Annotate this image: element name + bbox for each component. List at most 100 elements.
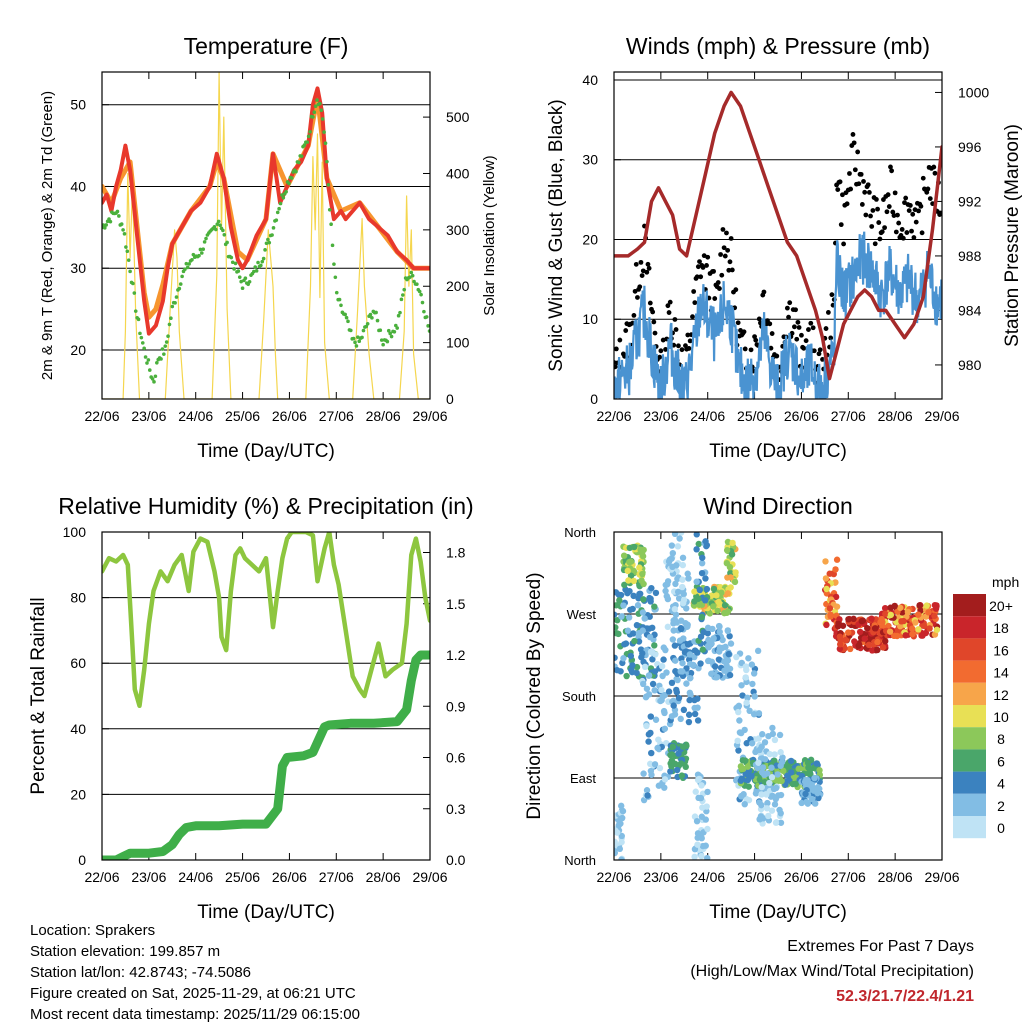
dewpoint-point <box>402 287 407 292</box>
direction-point <box>699 646 707 653</box>
gust-point <box>623 328 629 333</box>
plot-border <box>613 531 943 861</box>
direction-point <box>697 794 705 802</box>
dewpoint-point <box>280 193 284 197</box>
gust-point <box>902 200 907 206</box>
gust-point <box>888 164 893 170</box>
direction-point <box>754 764 761 772</box>
direction-point <box>668 679 676 687</box>
direction-point <box>648 584 655 592</box>
gust-point <box>859 202 865 207</box>
direction-point <box>882 610 889 618</box>
direction-point <box>626 544 633 552</box>
gust-point <box>741 329 747 335</box>
gust-point <box>756 316 762 322</box>
y-tick-label: 80 <box>70 590 86 606</box>
dewpoint-point <box>108 219 113 224</box>
dewpoint-point <box>214 227 218 232</box>
direction-point <box>795 765 802 772</box>
direction-point <box>640 770 647 777</box>
direction-point <box>739 692 746 699</box>
dewpoint-point <box>313 104 318 108</box>
direction-point <box>758 791 765 798</box>
dewpoint-point <box>218 223 222 228</box>
direction-point <box>686 689 694 696</box>
gust-point <box>899 227 905 232</box>
gust-point <box>793 307 798 313</box>
pressure-line <box>614 90 942 381</box>
direction-point <box>635 629 643 637</box>
y-tick-label: 10 <box>582 311 598 327</box>
direction-point <box>735 708 742 716</box>
legend-title: mph <box>992 574 1019 590</box>
gust-point <box>799 332 804 338</box>
direction-point <box>708 640 715 647</box>
direction-point <box>630 592 637 600</box>
direction-point <box>679 668 686 675</box>
direction-point <box>686 675 694 682</box>
direction-point <box>859 617 867 624</box>
direction-tick-label: North <box>564 525 596 540</box>
direction-point <box>660 656 667 663</box>
direction-point <box>850 615 857 623</box>
winds-ylabel: Sonic Wind & Gust (Blue, Black) <box>546 99 567 371</box>
gust-point <box>938 210 942 216</box>
direction-point <box>648 749 655 757</box>
direction-point <box>723 560 731 567</box>
gust-point <box>874 197 879 202</box>
direction-point <box>885 622 892 630</box>
direction-point <box>766 750 774 758</box>
gust-point <box>913 219 919 225</box>
gust-point <box>633 261 639 267</box>
direction-point <box>639 680 647 688</box>
dewpoint-point <box>142 346 146 351</box>
dewpoint-point <box>353 340 357 345</box>
gust-point <box>927 196 933 202</box>
direction-point <box>638 577 645 584</box>
y-tick-label-right: 984 <box>958 302 982 318</box>
legend-label: 0 <box>997 820 1005 836</box>
direction-point <box>732 569 739 576</box>
gust-point <box>794 336 800 342</box>
direction-point <box>808 795 816 803</box>
x-tick-label: 25/06 <box>737 869 772 885</box>
y-tick-label: 30 <box>582 152 598 168</box>
direction-point <box>727 640 735 647</box>
winds-ylabel-right: Station Pressure (Maroon) <box>1002 124 1023 347</box>
direction-point <box>735 747 742 754</box>
gust-point <box>840 192 845 198</box>
gust-point <box>617 337 623 343</box>
dewpoint-point <box>136 317 141 322</box>
x-tick-label: 26/06 <box>784 869 819 885</box>
direction-point <box>698 813 706 820</box>
direction-point <box>679 576 686 583</box>
dewpoint-point <box>230 260 235 265</box>
dewpoint-point <box>424 315 429 319</box>
direction-point <box>641 615 648 622</box>
dewpoint-point <box>215 222 220 226</box>
dewpoint-point <box>327 207 332 212</box>
direction-point <box>627 558 635 565</box>
direction-point <box>670 627 677 634</box>
dewpoint-point <box>270 233 274 237</box>
direction-point <box>643 787 651 794</box>
direction-point <box>637 590 644 598</box>
dewpoint-point <box>174 295 179 299</box>
direction-point <box>691 710 699 718</box>
direction-point <box>923 602 930 609</box>
direction-point <box>698 852 705 860</box>
gust-point <box>906 208 912 213</box>
x-tick-label: 24/06 <box>178 408 213 424</box>
dewpoint-point <box>117 214 121 218</box>
winds-chart: Winds (mph) & Pressure (mb) 22/06 23/06 24/… <box>546 33 1023 462</box>
y-tick-label-right: 300 <box>446 222 470 238</box>
direction-point <box>678 772 686 779</box>
gust-point <box>862 189 868 195</box>
y-tick-label-right: 992 <box>958 193 982 209</box>
gust-point <box>847 171 852 176</box>
direction-point <box>703 585 711 593</box>
sonic-wind-line <box>614 231 942 399</box>
gust-point <box>721 245 727 251</box>
dewpoint-point <box>399 297 404 302</box>
plot-border <box>101 71 431 400</box>
